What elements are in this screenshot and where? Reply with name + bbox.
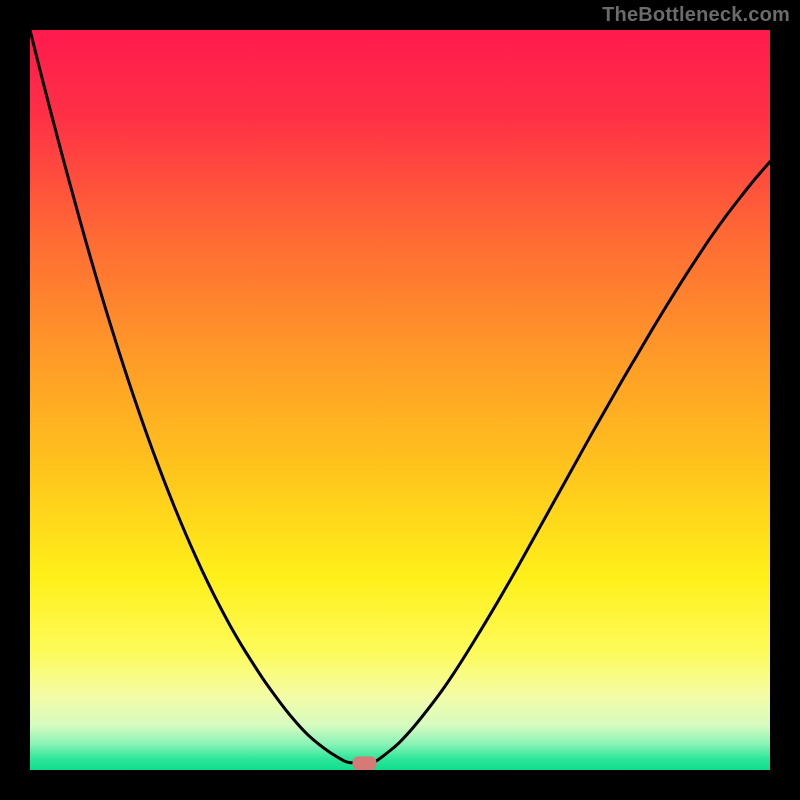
watermark-text: TheBottleneck.com xyxy=(602,4,790,27)
chart-container xyxy=(30,30,770,770)
bottleneck-chart xyxy=(30,30,770,770)
optimal-point-marker xyxy=(352,756,376,770)
chart-background xyxy=(30,30,770,770)
